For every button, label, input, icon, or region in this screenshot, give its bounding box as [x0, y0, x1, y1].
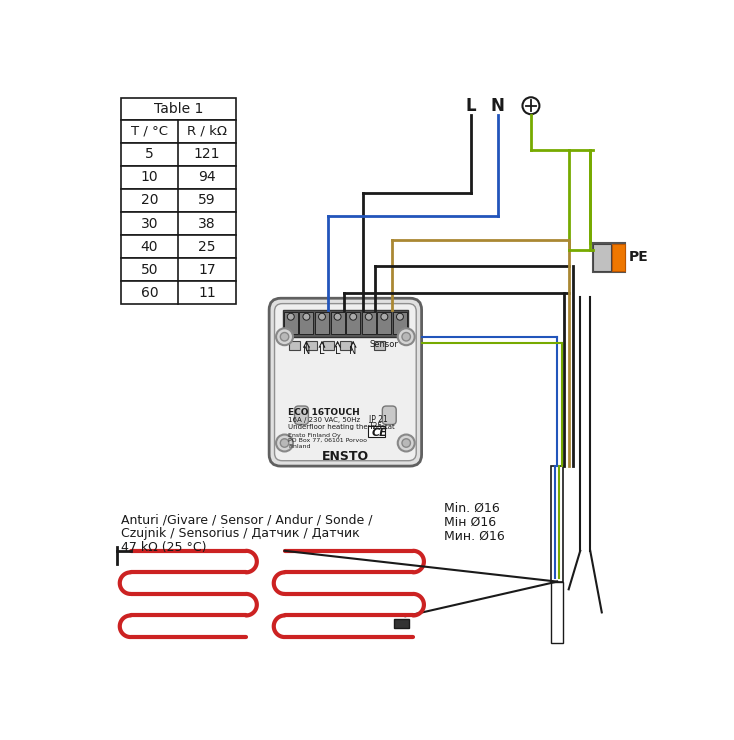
FancyBboxPatch shape — [551, 582, 563, 643]
Text: CE: CE — [371, 428, 388, 438]
Text: Finland: Finland — [288, 443, 311, 448]
Text: 11: 11 — [198, 286, 216, 300]
Text: L: L — [319, 346, 324, 356]
FancyBboxPatch shape — [592, 243, 625, 272]
Circle shape — [319, 313, 325, 320]
Text: Underfloor heating thermostat: Underfloor heating thermostat — [288, 424, 395, 430]
FancyBboxPatch shape — [374, 340, 385, 350]
Text: 5: 5 — [145, 147, 154, 161]
Text: Anturi /Givare / Sensor / Andur / Sonde /: Anturi /Givare / Sensor / Andur / Sonde … — [120, 514, 372, 526]
FancyBboxPatch shape — [283, 310, 408, 337]
Circle shape — [334, 313, 341, 320]
Circle shape — [366, 313, 372, 320]
Circle shape — [398, 434, 415, 451]
Circle shape — [402, 332, 410, 341]
FancyBboxPatch shape — [323, 340, 334, 350]
FancyBboxPatch shape — [612, 244, 625, 271]
FancyBboxPatch shape — [362, 312, 376, 334]
Text: 47 kΩ (25 °C): 47 kΩ (25 °C) — [120, 541, 206, 554]
Text: N: N — [349, 346, 357, 356]
Circle shape — [396, 313, 404, 320]
FancyBboxPatch shape — [120, 98, 236, 120]
FancyBboxPatch shape — [394, 619, 410, 628]
FancyBboxPatch shape — [377, 312, 391, 334]
Text: L: L — [465, 97, 476, 115]
FancyBboxPatch shape — [393, 312, 407, 334]
FancyBboxPatch shape — [299, 312, 313, 334]
Circle shape — [398, 329, 415, 345]
Circle shape — [381, 313, 388, 320]
FancyBboxPatch shape — [120, 189, 236, 212]
Text: PE: PE — [629, 250, 648, 264]
Text: 59: 59 — [198, 193, 216, 207]
Circle shape — [280, 439, 288, 447]
Text: Мин. Ø16: Мин. Ø16 — [444, 530, 505, 542]
Text: N: N — [491, 97, 505, 115]
Text: Min. Ø16: Min. Ø16 — [444, 502, 500, 515]
FancyBboxPatch shape — [284, 312, 298, 334]
Text: Table 1: Table 1 — [153, 102, 203, 116]
FancyBboxPatch shape — [368, 426, 385, 437]
Text: Мін Ø16: Мін Ø16 — [444, 516, 496, 529]
FancyBboxPatch shape — [330, 312, 344, 334]
Circle shape — [523, 97, 539, 114]
FancyBboxPatch shape — [269, 298, 421, 466]
Text: 17: 17 — [198, 263, 216, 277]
Text: 121: 121 — [194, 147, 220, 161]
Text: T / °C: T / °C — [131, 124, 168, 138]
Circle shape — [287, 313, 294, 320]
Circle shape — [402, 439, 410, 447]
Text: 50: 50 — [141, 263, 158, 277]
Text: ENSTO: ENSTO — [321, 451, 369, 463]
Text: PO Box 77, 06101 Porvoo: PO Box 77, 06101 Porvoo — [288, 438, 368, 443]
FancyBboxPatch shape — [120, 235, 236, 258]
FancyBboxPatch shape — [315, 312, 329, 334]
Circle shape — [276, 434, 293, 451]
FancyBboxPatch shape — [289, 340, 300, 350]
Text: Sensor: Sensor — [370, 340, 399, 349]
FancyBboxPatch shape — [120, 166, 236, 189]
Text: Czujnik / Sensorius / Датчик / Датчик: Czujnik / Sensorius / Датчик / Датчик — [120, 528, 359, 540]
Text: 30: 30 — [141, 217, 158, 231]
FancyBboxPatch shape — [120, 120, 236, 143]
Circle shape — [303, 313, 310, 320]
FancyBboxPatch shape — [346, 312, 360, 334]
Circle shape — [280, 332, 288, 341]
Text: 25: 25 — [198, 240, 216, 254]
FancyBboxPatch shape — [275, 303, 416, 461]
Text: Ensto Finland Oy: Ensto Finland Oy — [288, 433, 341, 438]
FancyBboxPatch shape — [340, 340, 351, 350]
Text: N: N — [302, 346, 310, 356]
Circle shape — [349, 313, 357, 320]
Text: 10: 10 — [141, 170, 159, 184]
Text: ECO 16TOUCH: ECO 16TOUCH — [288, 408, 360, 417]
Text: T25: T25 — [369, 423, 383, 431]
FancyBboxPatch shape — [120, 281, 236, 304]
Text: 40: 40 — [141, 240, 158, 254]
Circle shape — [276, 329, 293, 345]
FancyBboxPatch shape — [382, 406, 396, 425]
FancyBboxPatch shape — [120, 212, 236, 235]
Text: L: L — [335, 346, 341, 356]
FancyBboxPatch shape — [593, 244, 611, 271]
FancyBboxPatch shape — [306, 340, 317, 350]
FancyBboxPatch shape — [120, 258, 236, 281]
FancyBboxPatch shape — [120, 143, 236, 166]
Text: 94: 94 — [198, 170, 216, 184]
Text: R / kΩ: R / kΩ — [187, 124, 227, 138]
Text: 16A / 230 VAC, 50Hz: 16A / 230 VAC, 50Hz — [288, 417, 360, 423]
Text: 60: 60 — [141, 286, 159, 300]
FancyBboxPatch shape — [551, 466, 563, 582]
Text: 38: 38 — [198, 217, 216, 231]
FancyBboxPatch shape — [294, 406, 308, 425]
Text: 20: 20 — [141, 193, 158, 207]
Text: IP 21: IP 21 — [369, 415, 388, 425]
